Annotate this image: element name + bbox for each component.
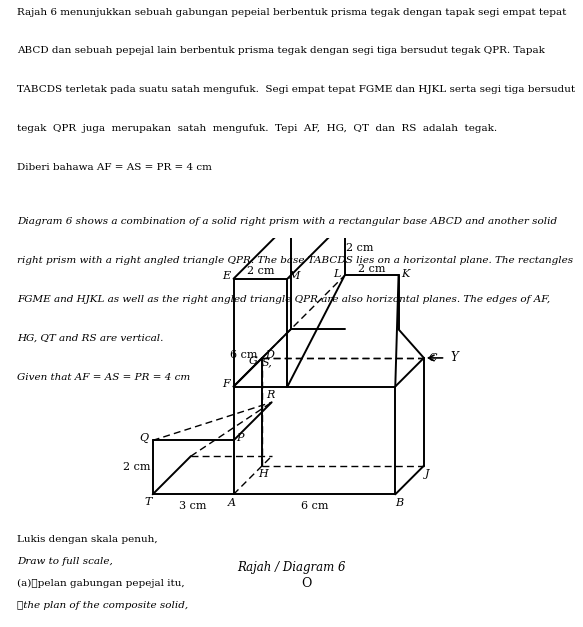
Text: J: J — [425, 469, 429, 479]
Text: (a)	pelan gabungan pepejal itu,: (a) pelan gabungan pepejal itu, — [17, 579, 185, 588]
Text: Given that AF = AS = PR = 4 cm: Given that AF = AS = PR = 4 cm — [17, 373, 191, 382]
Text: tegak  QPR  juga  merupakan  satah  mengufuk.  Tepi  AF,  HG,  QT  dan  RS  adal: tegak QPR juga merupakan satah mengufuk.… — [17, 124, 498, 133]
Text: Diberi bahawa AF = AS = PR = 4 cm: Diberi bahawa AF = AS = PR = 4 cm — [17, 163, 212, 172]
Text: T: T — [145, 497, 152, 507]
Text: H: H — [259, 469, 268, 479]
Text: the plan of the composite solid,: the plan of the composite solid, — [17, 601, 189, 610]
Text: Lukis dengan skala penuh,: Lukis dengan skala penuh, — [17, 535, 158, 544]
Text: Q: Q — [139, 433, 149, 443]
Text: 6 cm: 6 cm — [301, 502, 328, 512]
Text: FGME and HJKL as well as the right angled triangle QPR are also horizontal plane: FGME and HJKL as well as the right angle… — [17, 295, 550, 304]
Text: Diagram 6 shows a combination of a solid right prism with a rectangular base ABC: Diagram 6 shows a combination of a solid… — [17, 218, 557, 226]
Text: 2 cm: 2 cm — [346, 243, 373, 253]
Text: A: A — [228, 498, 236, 508]
Text: right prism with a right angled triangle QPR. The base TABCDS lies on a horizont: right prism with a right angled triangle… — [17, 256, 574, 265]
Text: Y: Y — [451, 351, 459, 364]
Text: D: D — [265, 350, 274, 361]
Text: 2 cm: 2 cm — [247, 266, 274, 276]
Text: HG, QT and RS are vertical.: HG, QT and RS are vertical. — [17, 334, 164, 343]
Text: S,: S, — [262, 357, 272, 367]
Text: ABCD dan sebuah pepejal lain berbentuk prisma tegak dengan segi tiga bersudut te: ABCD dan sebuah pepejal lain berbentuk p… — [17, 46, 545, 55]
Text: TABCDS terletak pada suatu satah mengufuk.  Segi empat tepat FGME dan HJKL serta: TABCDS terletak pada suatu satah mengufu… — [17, 85, 575, 94]
Text: Rajah 6 menunjukkan sebuah gabungan pepeial berbentuk prisma tegak dengan tapak : Rajah 6 menunjukkan sebuah gabungan pepe… — [17, 8, 567, 16]
Text: P: P — [236, 433, 243, 443]
Text: O: O — [302, 577, 312, 590]
Text: L: L — [333, 269, 340, 279]
Text: B: B — [395, 498, 403, 508]
Text: M: M — [289, 271, 300, 281]
Text: G: G — [249, 356, 258, 366]
Text: 2 cm: 2 cm — [123, 462, 150, 472]
Text: 2 cm: 2 cm — [358, 264, 385, 273]
Text: Rajah / Diagram 6: Rajah / Diagram 6 — [237, 561, 346, 574]
Text: R: R — [266, 390, 275, 400]
Text: Draw to full scale,: Draw to full scale, — [17, 557, 113, 566]
Text: K: K — [401, 269, 409, 279]
Text: 6 cm: 6 cm — [230, 350, 257, 361]
Text: E: E — [222, 271, 230, 281]
Text: C: C — [429, 353, 438, 363]
Text: 3 cm: 3 cm — [180, 502, 207, 512]
Text: F: F — [222, 379, 230, 389]
